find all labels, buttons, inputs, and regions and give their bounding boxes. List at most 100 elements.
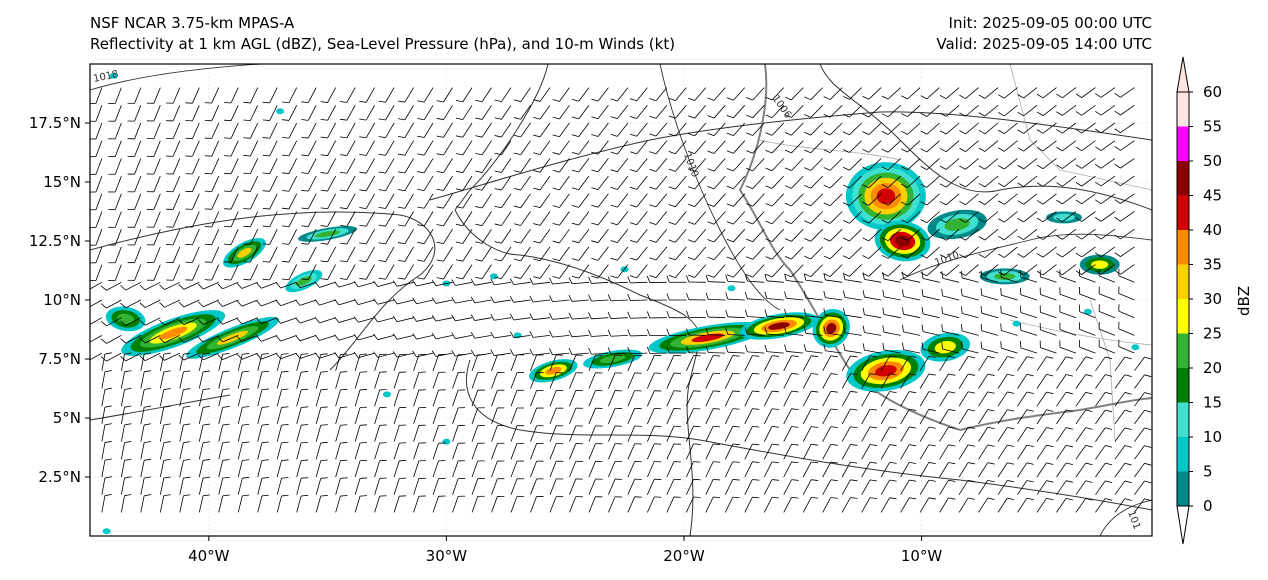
wind-barb xyxy=(591,140,609,155)
wind-barb xyxy=(707,246,726,261)
wind-barb xyxy=(784,140,804,154)
wind-barb xyxy=(763,496,779,513)
wind-barb xyxy=(822,390,838,407)
wind-barb xyxy=(393,389,407,407)
wind-barb xyxy=(705,425,721,442)
wind-barb xyxy=(939,228,960,241)
wind-barb xyxy=(1056,427,1073,442)
wind-barb xyxy=(649,140,668,155)
wind-barb xyxy=(588,294,609,302)
reflectivity-cell xyxy=(993,272,1016,280)
colorbar-tick-label: 5 xyxy=(1203,463,1213,481)
wind-barb xyxy=(997,497,1015,513)
wind-barb xyxy=(763,355,779,371)
wind-barb xyxy=(841,444,858,460)
wind-barb xyxy=(765,140,785,154)
wind-barb xyxy=(1118,339,1135,354)
colorbar-segment xyxy=(1177,230,1189,265)
wind-barb xyxy=(666,346,687,354)
wind-barb xyxy=(257,388,269,407)
wind-barb xyxy=(1036,444,1054,460)
wind-barb xyxy=(902,307,921,319)
wind-barb xyxy=(1134,480,1152,495)
wind-barb xyxy=(378,246,395,262)
wind-barb xyxy=(335,371,348,389)
wind-barb xyxy=(262,246,278,263)
wind-barb xyxy=(647,496,662,513)
wind-barb xyxy=(276,477,289,495)
wind-barb xyxy=(958,444,976,460)
wind-barb xyxy=(549,478,564,495)
wind-barb xyxy=(237,423,250,442)
wind-barb xyxy=(823,264,843,277)
wind-barb xyxy=(1079,269,1096,283)
wind-barb xyxy=(452,442,466,460)
wind-barb xyxy=(1118,321,1135,336)
wind-barb xyxy=(139,352,161,362)
wind-barb xyxy=(198,388,211,407)
wind-barb xyxy=(685,425,701,442)
wind-barb xyxy=(881,211,901,224)
wind-barb xyxy=(549,443,564,460)
wind-barb xyxy=(432,389,446,407)
wind-barb xyxy=(823,308,843,319)
wind-barb xyxy=(533,246,551,262)
wind-barb xyxy=(354,459,368,478)
wind-barb xyxy=(685,443,701,460)
wind-barb xyxy=(920,158,940,170)
wind-barb xyxy=(393,353,407,371)
wind-barb xyxy=(185,105,200,122)
wind-barb xyxy=(958,391,976,407)
wind-barb xyxy=(159,458,171,478)
wind-barb xyxy=(823,228,843,242)
wind-barb xyxy=(549,295,570,303)
wind-barb xyxy=(763,372,779,389)
wind-barb xyxy=(1114,356,1132,372)
wind-barb xyxy=(1114,175,1135,187)
wind-barb xyxy=(862,228,882,242)
wind-barb xyxy=(1056,497,1073,513)
wind-barb xyxy=(746,211,765,225)
wind-barb xyxy=(296,424,309,442)
wind-barb xyxy=(646,311,667,319)
wind-barb xyxy=(1114,122,1135,134)
wind-barb xyxy=(243,105,259,122)
wind-barb xyxy=(533,105,551,120)
wind-barb xyxy=(746,140,765,154)
wind-barb xyxy=(417,140,434,156)
wind-barb xyxy=(959,193,979,206)
wind-barb xyxy=(997,409,1015,425)
wind-barb xyxy=(627,407,642,425)
wind-barb xyxy=(530,407,544,425)
wind-barb xyxy=(397,264,414,280)
wind-barb xyxy=(646,293,667,301)
wind-barb xyxy=(822,443,838,460)
wind-barb xyxy=(939,193,960,206)
wind-barb xyxy=(1036,427,1054,442)
colorbar-tick-label: 40 xyxy=(1203,221,1222,239)
wind-barb xyxy=(432,407,446,425)
wind-barb xyxy=(998,140,1018,152)
wind-barb xyxy=(802,461,819,478)
wind-barb xyxy=(530,496,544,513)
wind-barb xyxy=(513,122,531,138)
wind-barb xyxy=(804,105,823,118)
wind-barb xyxy=(1039,322,1057,336)
wind-barb xyxy=(647,390,662,407)
wind-barb xyxy=(378,175,395,192)
wind-barb xyxy=(765,211,785,225)
wind-barb xyxy=(275,335,297,342)
wind-barb xyxy=(569,354,583,371)
wind-barb xyxy=(668,228,687,243)
wind-barb xyxy=(744,309,765,319)
wind-barb xyxy=(726,175,746,190)
wind-barb xyxy=(354,353,368,371)
wind-barb xyxy=(939,104,960,117)
wind-barb xyxy=(842,175,862,189)
wind-barb xyxy=(243,193,259,210)
wind-barb xyxy=(668,122,687,137)
lon-tick-label: 40°W xyxy=(188,547,230,565)
wind-barb xyxy=(491,354,505,371)
wind-barb xyxy=(608,390,623,407)
lat-tick-label: 15°N xyxy=(43,173,81,191)
